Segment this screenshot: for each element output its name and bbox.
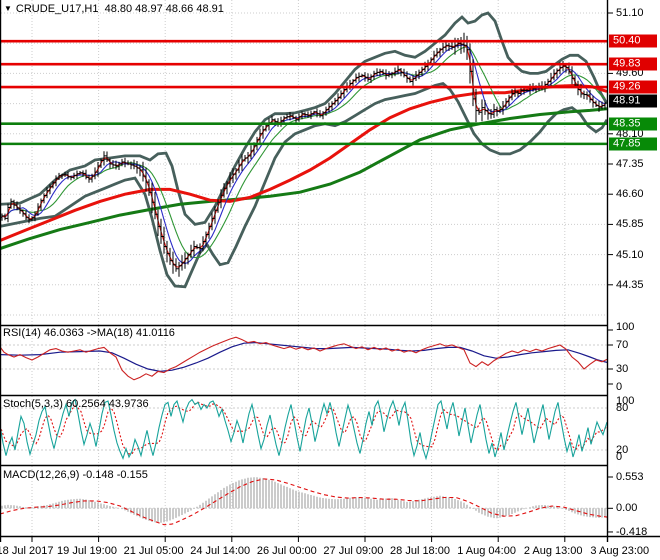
price-axis-label: 44.35 — [616, 278, 644, 291]
price-axis-label: 45.85 — [616, 218, 644, 231]
sr-lines-layer — [1, 39, 607, 146]
bid-price-box: 48.91 — [609, 94, 657, 108]
stoch-indicator-label: Stoch(5,3,3) 60.2564 43.9736 — [3, 398, 149, 410]
time-axis-label: 19 Jul 19:00 — [57, 545, 117, 557]
rsi-indicator-label: RSI(14) 46.0363 ->MA(18) 41.0116 — [3, 327, 175, 339]
price-axis-label: 47.35 — [616, 158, 644, 170]
rsi-axis-label: 100 — [616, 321, 635, 333]
support-price-box: 48.35 — [609, 117, 657, 131]
time-axis-label: 1 Aug 04:00 — [457, 545, 516, 557]
time-axis-label: 26 Jul 00:00 — [256, 545, 317, 557]
stoch-axis-label: 80 — [616, 402, 629, 414]
rsi-axis-label: 0 — [616, 381, 623, 393]
time-axis-label: 24 Jul 14:00 — [190, 545, 251, 557]
stoch-axis-label: 20 — [616, 444, 629, 456]
time-axis-label: 21 Jul 05:00 — [123, 545, 184, 557]
rsi-axis-label: 30 — [616, 363, 629, 375]
resistance-price-box: 49.26 — [609, 80, 657, 94]
rsi-axis-label: 70 — [616, 339, 629, 351]
macd-histogram — [1, 477, 606, 523]
macd-axis-label: -0.418 — [616, 525, 648, 538]
price-axis-label: 48.10 — [616, 127, 644, 140]
time-axis-label: 18 Jul 2017 — [0, 545, 54, 557]
time-axis-label: 3 Aug 23:00 — [590, 545, 650, 557]
stoch-panel — [1, 398, 607, 461]
time-axis-label: 28 Jul 18:00 — [390, 545, 450, 557]
stoch-axis-label: 0 — [616, 451, 623, 463]
symbol-marker-icon: ▼ — [4, 4, 12, 13]
macd-indicator-label: MACD(12,26,9) -0.148 -0.155 — [3, 469, 148, 481]
symbol-period: CRUDE_U17,H1 — [15, 3, 99, 15]
support-price-box: 47.85 — [609, 137, 657, 151]
resistance-price-box: 49.83 — [609, 57, 657, 71]
price-axis-label: 51.10 — [616, 7, 644, 19]
resistance-price-box: 50.40 — [609, 34, 657, 48]
price-axis-label: 46.60 — [616, 188, 644, 201]
grid-layer — [1, 0, 607, 536]
rsi-panel — [1, 336, 607, 381]
ohlc-values: 48.80 48.97 48.66 48.91 — [104, 3, 224, 15]
time-axis-label: 2 Aug 13:00 — [523, 545, 583, 557]
chart-title: ▼ CRUDE_U17,H1 48.80 48.97 48.66 48.91 — [4, 3, 224, 15]
macd-panel — [1, 477, 607, 526]
borders-layer — [0, 0, 660, 542]
price-axis-label: 45.10 — [616, 248, 644, 261]
candles-layer — [1, 32, 607, 277]
time-axis-label: 27 Jul 09:00 — [323, 545, 384, 557]
macd-axis-label: 0.553 — [616, 471, 644, 483]
main-price-panel — [1, 11, 607, 289]
macd-axis-label: 0.00 — [616, 502, 638, 515]
stoch-axis-label: 100 — [616, 395, 635, 407]
